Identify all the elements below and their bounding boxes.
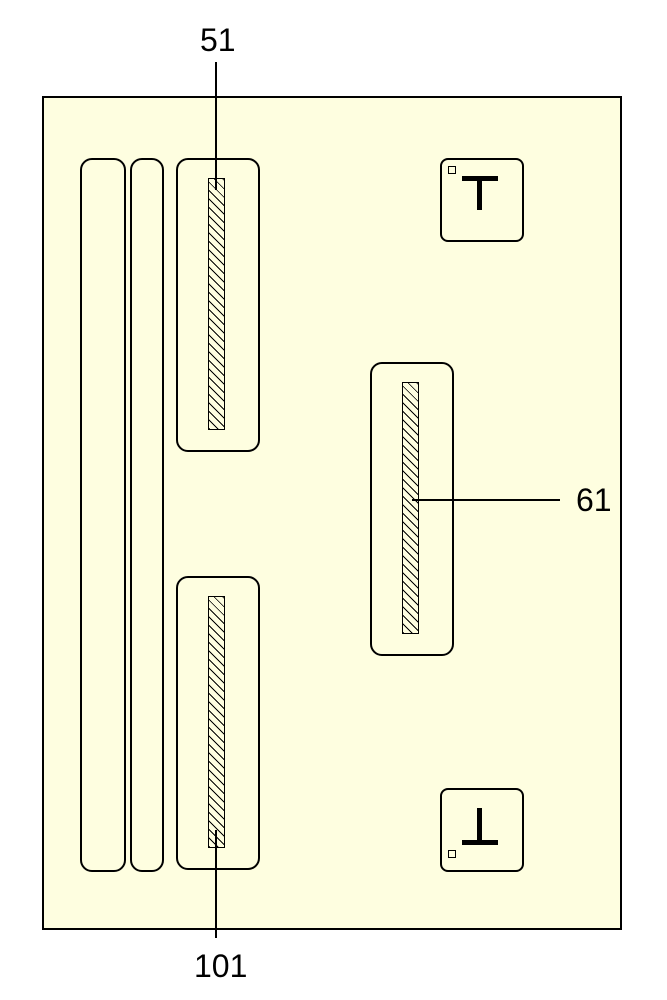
- label-61: 61: [576, 482, 612, 519]
- outer-frame: [42, 96, 622, 930]
- t-icon-top: [462, 176, 498, 216]
- leader-51: [215, 62, 217, 190]
- left-rail-inner: [130, 158, 164, 872]
- t-box-top-dot: [448, 166, 456, 174]
- slot-101-bar: [208, 596, 225, 848]
- slot-51-bar: [208, 178, 225, 430]
- t-box-bottom-dot: [448, 850, 456, 858]
- leader-101: [215, 830, 217, 938]
- label-51: 51: [200, 22, 236, 59]
- leader-61: [412, 499, 560, 501]
- label-101: 101: [194, 948, 247, 985]
- t-icon-bottom: [462, 808, 498, 848]
- slot-61-bar: [402, 382, 419, 634]
- left-rail-outer: [80, 158, 126, 872]
